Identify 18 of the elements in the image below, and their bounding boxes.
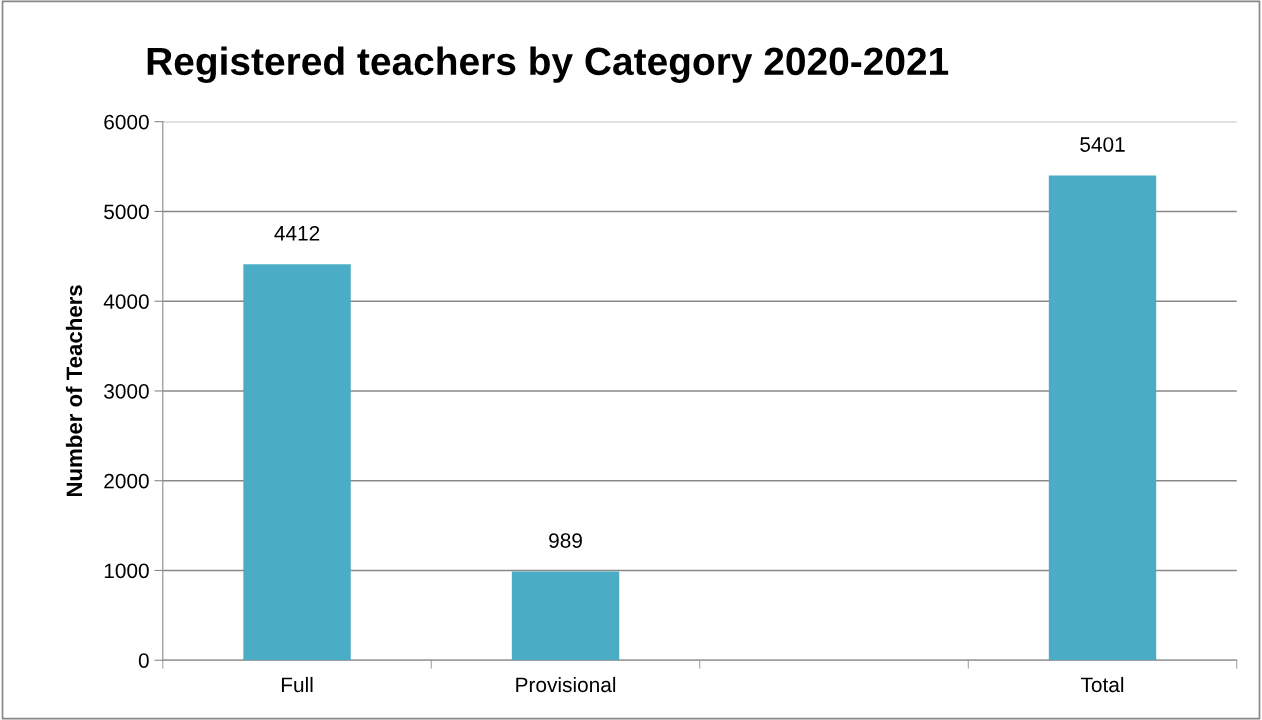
x-tick-label: Full [281,676,313,693]
y-tick-label: 6000 [104,114,149,130]
data-label: 989 [549,533,582,548]
bar [511,571,620,661]
y-tick-label: 0 [138,653,149,668]
bar [243,264,351,661]
data-label: 4412 [274,225,320,241]
y-tick-label: 5000 [104,204,149,220]
y-tick-label: 3000 [104,383,149,399]
y-axis-title: Number of Teachers [65,285,83,497]
x-tick-label: Provisional [516,676,616,693]
data-label: 5401 [1080,137,1125,152]
chart-title: Registered teachers by Category 2020-2021 [147,46,949,84]
bar [1048,175,1157,661]
y-tick-label: 2000 [104,473,149,489]
x-tick-label: Total [1080,676,1124,693]
y-tick-label: 1000 [104,563,149,579]
y-tick-label: 4000 [103,294,149,309]
